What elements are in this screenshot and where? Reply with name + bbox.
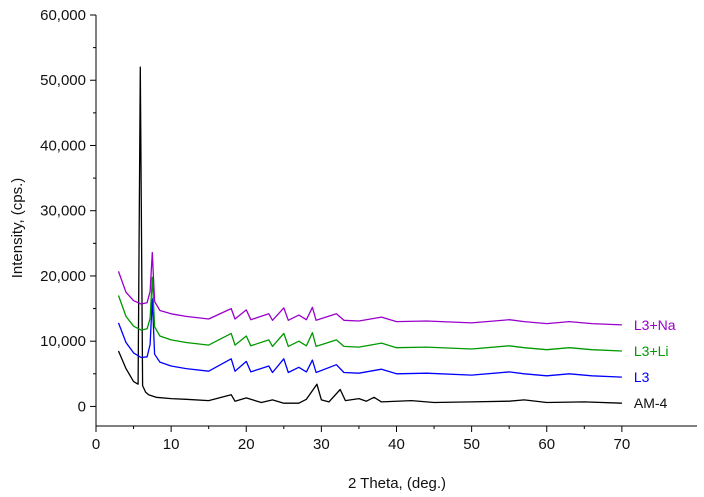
x-tick-label: 60 — [538, 436, 555, 453]
series-label: L3+Li — [634, 343, 669, 359]
x-tick-label: 70 — [614, 436, 631, 453]
y-tick-label: 10,000 — [40, 333, 86, 350]
x-tick-label: 10 — [163, 436, 180, 453]
x-tick-label: 0 — [92, 436, 100, 453]
y-tick-label: 50,000 — [40, 72, 86, 89]
x-tick-label: 50 — [463, 436, 480, 453]
series-labels: AM-4 L3 L3+Li L3+Na — [634, 317, 676, 411]
x-tick-label: 30 — [313, 436, 330, 453]
axes-group — [95, 15, 697, 427]
series-line-am-4 — [117, 66, 622, 404]
x-tick-label: 20 — [238, 436, 255, 453]
series-label: AM-4 — [634, 395, 668, 411]
x-tick-label: 40 — [388, 436, 405, 453]
series-line-l3 — [117, 298, 622, 378]
y-tick-label: 40,000 — [40, 137, 86, 154]
y-tick-label: 0 — [78, 398, 86, 415]
series-group — [117, 66, 622, 404]
y-axis-title: Intensity, (cps.) — [9, 178, 26, 279]
series-line-l3-na — [117, 251, 622, 326]
y-tick-label: 30,000 — [40, 203, 86, 220]
series-label: L3 — [634, 369, 650, 385]
y-tick-label: 60,000 — [40, 7, 86, 24]
x-axis-title: 2 Theta, (deg.) — [348, 475, 446, 492]
ticks-group: 0 10 20 30 40 50 60 70 0 10,000 20,000 30,000 40,000… — [40, 7, 630, 453]
series-label: L3+Na — [634, 317, 676, 333]
y-tick-label: 20,000 — [40, 268, 86, 285]
series-line-l3-li — [117, 276, 622, 352]
